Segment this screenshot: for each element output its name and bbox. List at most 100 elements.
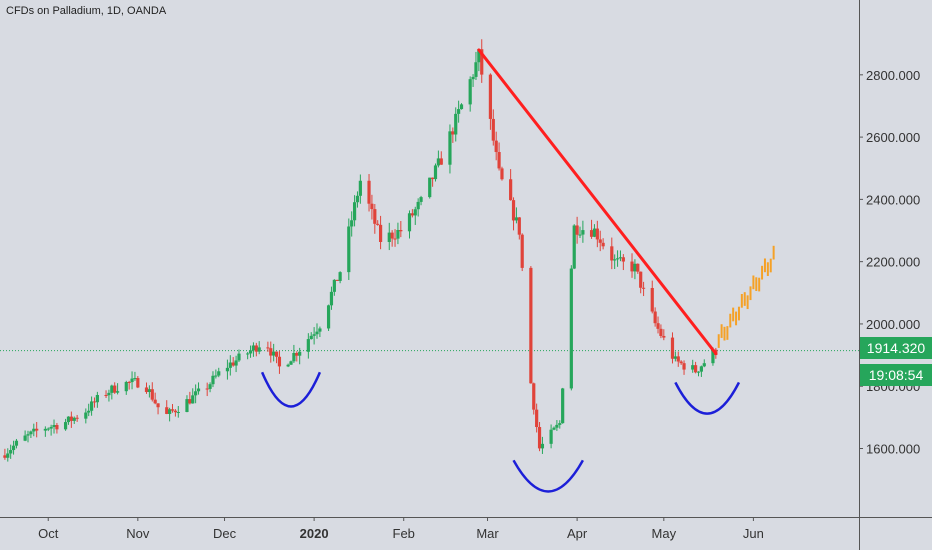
candle-body: [173, 410, 177, 413]
candle-body: [49, 426, 53, 429]
candle-body: [72, 417, 76, 421]
candle-body: [95, 394, 99, 403]
candle-body: [682, 363, 686, 370]
candle-body: [488, 74, 493, 119]
candle-body: [575, 225, 579, 235]
candle-body: [552, 427, 556, 430]
candle-body: [601, 242, 605, 247]
candle-body: [537, 427, 542, 449]
candle-body: [231, 362, 235, 366]
candle-body: [497, 152, 501, 169]
candle-body: [378, 224, 383, 242]
candle-body: [419, 197, 423, 202]
candle-body: [292, 352, 296, 362]
candle-body: [52, 425, 56, 427]
candle-body: [592, 228, 597, 237]
candle-body: [147, 389, 151, 393]
candle-body: [194, 391, 198, 396]
candle-body: [214, 375, 218, 377]
pattern-arc: [674, 381, 741, 415]
candle-body: [329, 291, 334, 306]
countdown-badge-bg: [860, 364, 932, 386]
candle-body: [107, 392, 111, 396]
candle-body: [598, 239, 602, 243]
candle-body: [266, 347, 270, 349]
candle-body: [595, 228, 599, 240]
candle-body: [396, 229, 400, 239]
candle-body: [670, 337, 675, 359]
candle-body: [448, 131, 452, 165]
candle-body: [540, 443, 545, 449]
candle-body: [318, 328, 322, 332]
candle-body: [477, 49, 481, 63]
candle-body: [211, 375, 215, 385]
candle-body: [558, 423, 562, 425]
candle-body: [500, 168, 504, 180]
candle-body: [277, 356, 282, 367]
x-tick-label: Jun: [743, 526, 764, 541]
candle-body: [208, 384, 212, 389]
candle-body: [306, 339, 310, 352]
candle-body: [332, 279, 336, 292]
candle-body: [248, 350, 253, 354]
candle-body: [251, 345, 256, 351]
candle-body: [494, 140, 498, 153]
candle-body: [529, 267, 533, 384]
candle-body: [480, 49, 484, 75]
candle-body: [474, 62, 478, 77]
candle-body: [274, 351, 279, 357]
candle-body: [630, 261, 634, 272]
candle-body: [413, 209, 417, 216]
pattern-arc: [260, 371, 322, 408]
candle-body: [471, 76, 475, 80]
candle-body: [696, 371, 701, 373]
candle-body: [3, 455, 7, 458]
candle-body: [589, 230, 594, 237]
candle-body: [532, 383, 536, 410]
x-tick-label: Dec: [213, 526, 237, 541]
y-tick-label: 1600.000: [866, 441, 920, 456]
candle-body: [511, 200, 516, 221]
x-tick-label: May: [652, 526, 677, 541]
candle-body: [451, 131, 455, 135]
candle-body: [572, 225, 576, 269]
y-tick-label: 2400.000: [866, 192, 920, 207]
candle-body: [26, 434, 30, 436]
candle-body: [520, 234, 524, 268]
candle-body: [35, 428, 39, 431]
candle-body: [168, 409, 172, 414]
candle-body: [87, 410, 91, 413]
chart-title: CFDs on Palladium, 1D, OANDA: [6, 5, 167, 17]
candle-body: [358, 180, 362, 196]
candle-body: [127, 381, 131, 383]
candle-body: [613, 259, 617, 261]
candle-body: [650, 287, 654, 312]
candle-body: [225, 367, 230, 372]
candle-body: [352, 202, 357, 221]
candle-body: [237, 353, 241, 361]
candle-body: [136, 378, 140, 388]
candle-body: [113, 385, 117, 393]
candle-body: [549, 429, 553, 444]
candle-body: [257, 347, 261, 352]
candle-body: [92, 401, 97, 403]
candle-body: [298, 351, 302, 356]
candle-body: [289, 361, 293, 365]
y-tick-label: 2800.000: [866, 68, 920, 83]
candle-body: [428, 177, 432, 198]
candle-body: [110, 385, 114, 393]
candle-body: [610, 246, 614, 261]
candle-body: [439, 158, 443, 165]
candle-body: [55, 425, 59, 430]
countdown-badge: 19:08:54: [868, 367, 924, 383]
candle-body: [165, 407, 169, 414]
candle-body: [662, 335, 666, 338]
candle-body: [205, 388, 209, 390]
candle-body: [315, 331, 319, 335]
x-tick-label: 2020: [300, 526, 329, 541]
candle-body: [390, 232, 394, 239]
x-tick-label: Oct: [38, 526, 59, 541]
candle-body: [75, 417, 79, 419]
candle-body: [133, 378, 137, 380]
